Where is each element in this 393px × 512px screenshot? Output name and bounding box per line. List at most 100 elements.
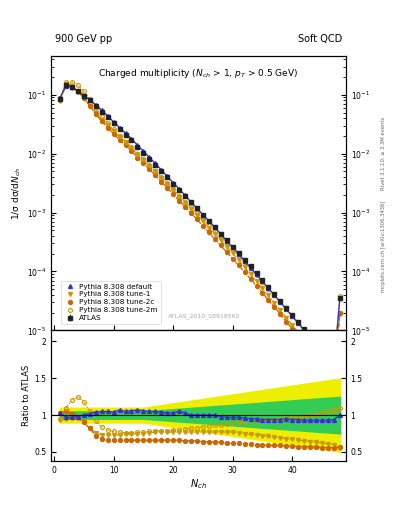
Pythia 8.308 default [81,93,86,99]
Pythia 8.308 tune-1 [94,110,98,116]
Pythia 8.308 tune-1 [195,212,199,218]
Pythia 8.308 tune-1 [290,322,295,328]
Pythia 8.308 default [219,231,223,237]
Pythia 8.308 tune-2m [117,133,122,139]
Pythia 8.308 tune-1 [260,285,265,291]
Pythia 8.308 tune-2m [260,279,265,285]
Pythia 8.308 tune-1 [213,231,217,237]
Pythia 8.308 default [302,327,307,333]
Pythia 8.308 tune-2c [207,229,211,236]
Pythia 8.308 tune-1 [284,315,288,321]
Pythia 8.308 tune-2c [171,191,176,197]
Y-axis label: 1/σ dσ/d$N_{ch}$: 1/σ dσ/d$N_{ch}$ [10,167,23,220]
Pythia 8.308 default [64,82,68,89]
Pythia 8.308 tune-1 [332,375,336,381]
Pythia 8.308 default [254,271,259,278]
Pythia 8.308 tune-2c [278,311,283,317]
Pythia 8.308 tune-2m [284,306,288,312]
Pythia 8.308 tune-1 [117,134,122,140]
Pythia 8.308 default [70,84,74,91]
Pythia 8.308 default [135,142,140,148]
Pythia 8.308 tune-1 [171,187,176,194]
Line: Pythia 8.308 tune-2c: Pythia 8.308 tune-2c [58,81,342,381]
Pythia 8.308 tune-2c [195,216,199,222]
Pythia 8.308 tune-2c [99,118,104,124]
Pythia 8.308 tune-2m [183,199,187,205]
Pythia 8.308 default [58,95,62,101]
Pythia 8.308 default [171,180,176,186]
Pythia 8.308 tune-2m [159,174,163,180]
Pythia 8.308 default [272,292,277,298]
Pythia 8.308 default [296,320,301,326]
Pythia 8.308 default [147,155,152,161]
Pythia 8.308 tune-2m [230,246,235,252]
Pythia 8.308 default [111,119,116,125]
Pythia 8.308 tune-2m [326,353,331,359]
Pythia 8.308 tune-2c [183,204,187,210]
Pythia 8.308 default [332,364,336,370]
Pythia 8.308 default [87,97,92,103]
Text: Rivet 3.1.10, ≥ 3.3M events: Rivet 3.1.10, ≥ 3.3M events [381,117,386,190]
Text: Soft QCD: Soft QCD [298,33,342,44]
Pythia 8.308 tune-2m [236,253,241,259]
Pythia 8.308 tune-1 [320,359,324,366]
Pythia 8.308 tune-2m [99,113,104,119]
Pythia 8.308 tune-1 [87,102,92,109]
Pythia 8.308 tune-1 [99,117,104,123]
Pythia 8.308 tune-2c [248,276,253,282]
Pythia 8.308 tune-2c [75,88,80,94]
Pythia 8.308 tune-2m [308,333,312,339]
Pythia 8.308 tune-2m [64,79,68,86]
Pythia 8.308 tune-2m [254,272,259,278]
Pythia 8.308 default [308,334,312,340]
Pythia 8.308 tune-1 [105,122,110,128]
Pythia 8.308 tune-1 [70,84,74,91]
Pythia 8.308 default [165,173,169,179]
Pythia 8.308 tune-2c [284,319,288,325]
Pythia 8.308 tune-2c [111,131,116,137]
Pythia 8.308 tune-2c [87,102,92,109]
Pythia 8.308 tune-1 [58,98,62,104]
Pythia 8.308 tune-1 [207,225,211,231]
Pythia 8.308 tune-2c [58,95,62,101]
Pythia 8.308 tune-1 [302,336,307,343]
Pythia 8.308 tune-2m [189,204,193,210]
Pythia 8.308 tune-2c [236,262,241,268]
Pythia 8.308 tune-2m [87,96,92,102]
X-axis label: $N_{ch}$: $N_{ch}$ [190,477,207,491]
Pythia 8.308 tune-2c [302,340,307,346]
Pythia 8.308 default [129,136,134,142]
Pythia 8.308 tune-2m [278,299,283,305]
Pythia 8.308 tune-2m [81,88,86,94]
Pythia 8.308 tune-2c [129,147,134,154]
Line: Pythia 8.308 tune-2m: Pythia 8.308 tune-2m [58,80,342,365]
Pythia 8.308 tune-2c [153,172,158,178]
Pythia 8.308 tune-2c [219,242,223,248]
Pythia 8.308 tune-1 [64,83,68,89]
Pythia 8.308 tune-2m [123,139,128,145]
Pythia 8.308 tune-2c [70,83,74,89]
Pythia 8.308 tune-2m [338,293,342,299]
Pythia 8.308 tune-2c [320,362,324,368]
Pythia 8.308 default [314,342,318,348]
Pythia 8.308 default [284,306,288,312]
Pythia 8.308 default [230,244,235,250]
Pythia 8.308 tune-2m [94,105,98,111]
Pythia 8.308 tune-2c [296,333,301,339]
Text: 900 GeV pp: 900 GeV pp [55,33,112,44]
Pythia 8.308 default [260,279,265,285]
Pythia 8.308 tune-1 [123,139,128,145]
Pythia 8.308 default [177,186,182,192]
Pythia 8.308 tune-2c [200,223,205,229]
Pythia 8.308 default [123,131,128,137]
Pythia 8.308 tune-2c [189,210,193,216]
Pythia 8.308 tune-1 [242,264,247,270]
Pythia 8.308 tune-2c [290,326,295,332]
Pythia 8.308 default [224,238,229,244]
Pythia 8.308 tune-2m [320,346,324,352]
Pythia 8.308 default [266,285,271,291]
Pythia 8.308 tune-2c [308,347,312,353]
Pythia 8.308 tune-1 [165,181,169,187]
Pythia 8.308 tune-2c [64,80,68,87]
Pythia 8.308 tune-1 [153,168,158,175]
